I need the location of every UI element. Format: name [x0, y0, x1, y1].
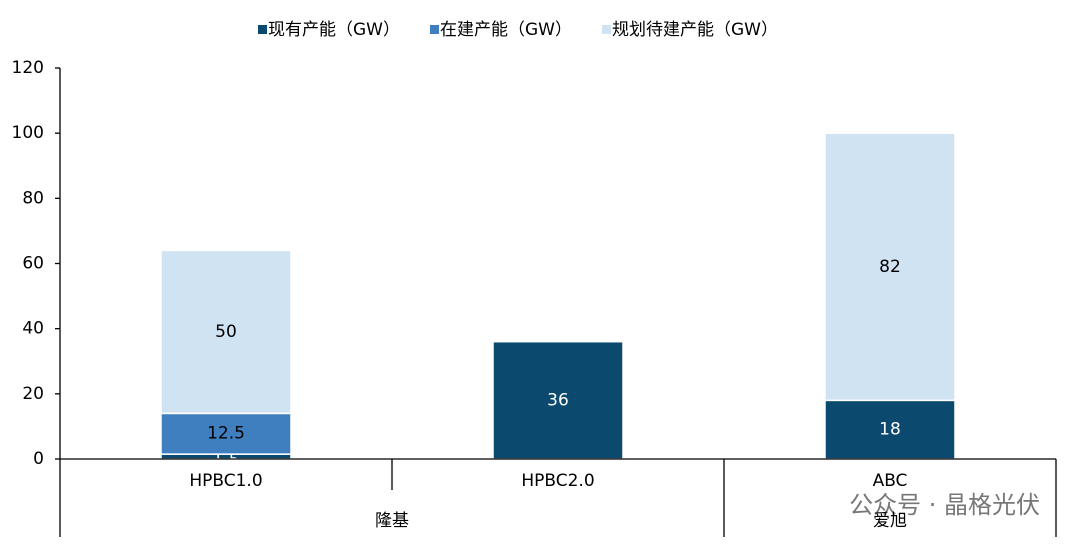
legend-swatch [258, 25, 267, 34]
x-tick-label: HPBC1.0 [189, 471, 262, 491]
y-tick-label: 100 [12, 123, 44, 143]
data-label: 50 [215, 322, 237, 342]
legend-swatch [429, 25, 439, 34]
y-tick-label: 120 [12, 58, 44, 78]
y-tick-label: 0 [33, 449, 44, 469]
y-tick-label: 80 [22, 188, 44, 208]
bar-segment [160, 249, 292, 415]
data-label: 82 [879, 257, 901, 277]
data-label: 1.5 [212, 451, 239, 471]
watermark: 公众号 · 晶格光伏 [849, 491, 1040, 519]
y-tick-label: 40 [22, 319, 44, 339]
data-label: 12.5 [207, 424, 245, 444]
x-tick-label: HPBC2.0 [521, 471, 594, 491]
bar-segment [824, 399, 956, 460]
data-label: 18 [879, 420, 901, 440]
bar-segment [492, 340, 624, 460]
bar-segment [824, 132, 956, 402]
legend-label: 现有产能（GW） [268, 20, 400, 40]
y-tick-label: 20 [22, 384, 44, 404]
legend-swatch [601, 25, 611, 34]
group-label: 爱旭 [873, 511, 907, 531]
legend-label: 在建产能（GW） [440, 20, 572, 40]
group-label: 隆基 [375, 511, 409, 531]
y-tick-label: 60 [22, 254, 44, 274]
x-tick-label: ABC [873, 471, 908, 491]
data-label: 36 [547, 390, 569, 410]
legend-label: 规划待建产能（GW） [612, 20, 778, 40]
